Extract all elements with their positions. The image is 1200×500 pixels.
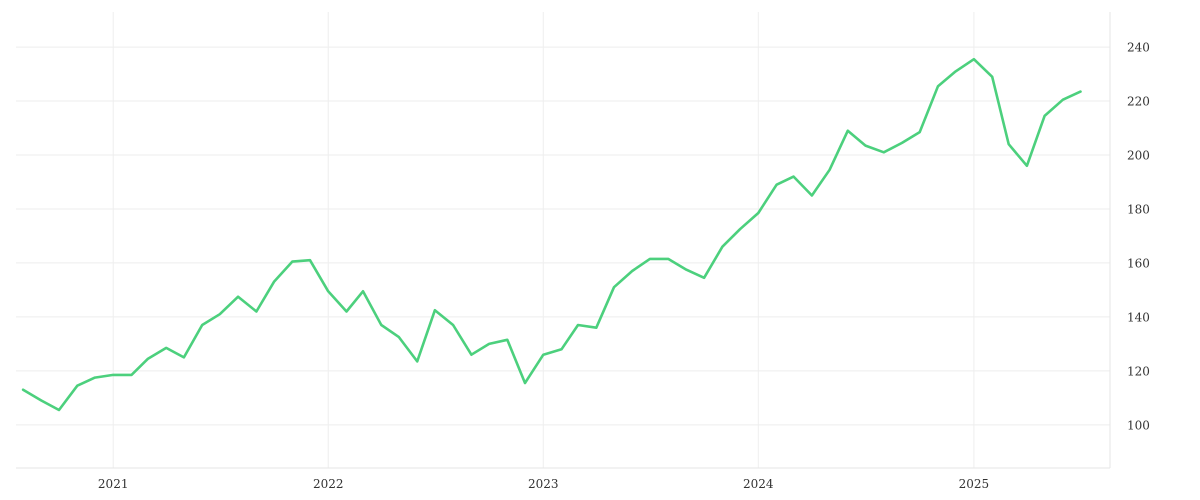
- x-tick-label-2025: 2025: [959, 477, 990, 491]
- y-tick-label-120: 120: [1127, 364, 1150, 378]
- axes: [16, 12, 1111, 469]
- series-line-1: [21, 57, 1082, 412]
- y-tick-label-140: 140: [1127, 310, 1150, 324]
- x-tick-label-2021: 2021: [98, 477, 129, 491]
- y-tick-label-220: 220: [1127, 95, 1150, 109]
- y-tick-label-200: 200: [1127, 149, 1150, 163]
- tick-labels: 100 120 140 160 180 200 220 240 2021 2022 2023 2024…: [98, 41, 1150, 491]
- series-layer: [21, 57, 1082, 412]
- y-tick-label-100: 100: [1127, 418, 1150, 432]
- grid: [16, 12, 1110, 468]
- x-tick-label-2022: 2022: [313, 477, 344, 491]
- y-tick-label-240: 240: [1127, 41, 1150, 55]
- x-tick-label-2024: 2024: [743, 477, 774, 491]
- x-tick-label-2023: 2023: [528, 477, 559, 491]
- y-tick-label-180: 180: [1127, 202, 1150, 216]
- y-tick-label-160: 160: [1127, 256, 1150, 270]
